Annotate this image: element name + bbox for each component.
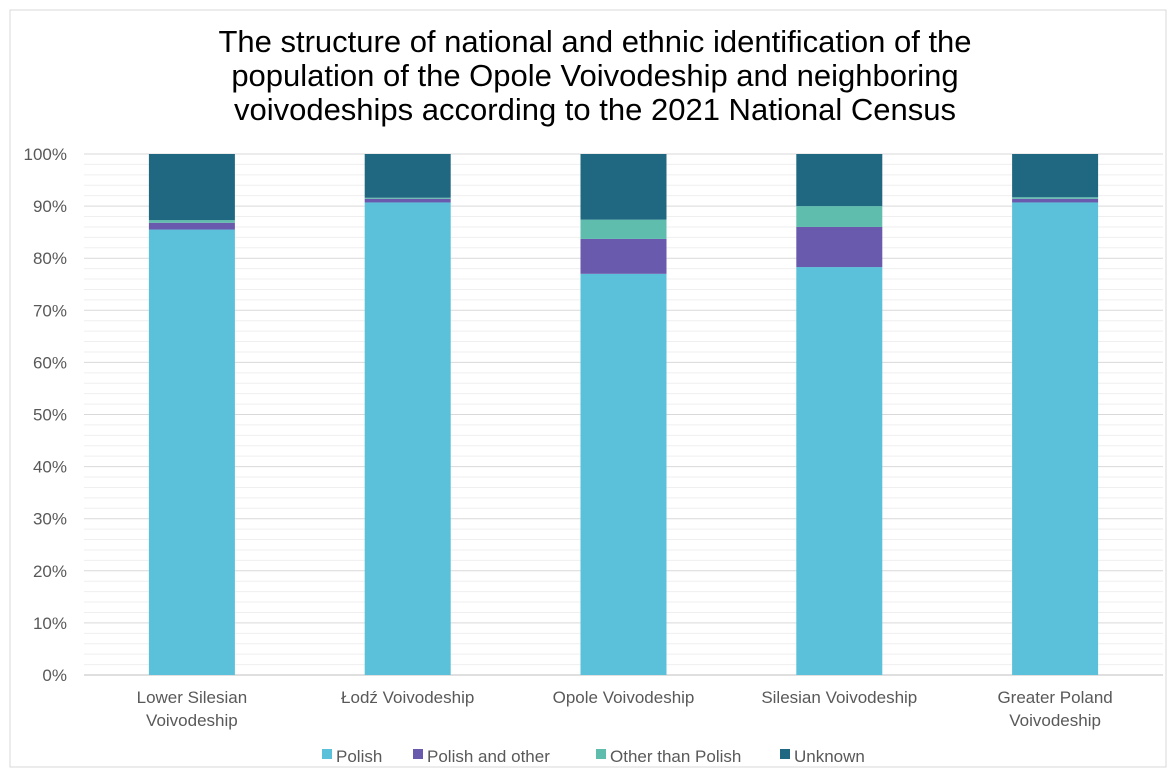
bar-segment-polish-and-other bbox=[1012, 198, 1099, 203]
x-category-label: Lower Silesian bbox=[137, 688, 248, 707]
bar-segment-unknown bbox=[148, 154, 235, 221]
y-tick-label: 70% bbox=[33, 301, 67, 320]
legend-label: Polish bbox=[336, 747, 382, 766]
y-tick-label: 100% bbox=[24, 145, 67, 164]
y-tick-label: 90% bbox=[33, 197, 67, 216]
x-category-label: Voivodeship bbox=[146, 711, 238, 730]
title-line: The structure of national and ethnic ide… bbox=[218, 24, 971, 59]
x-category-label: Opole Voivodeship bbox=[553, 688, 695, 707]
bar-segment-polish-and-other bbox=[148, 222, 235, 230]
title-line: voivodeships according to the 2021 Natio… bbox=[234, 92, 956, 127]
bar-segment-polish bbox=[580, 273, 667, 675]
x-category-label: Łodź Voivodeship bbox=[341, 688, 474, 707]
bar-segment-other-than-polish bbox=[1012, 197, 1099, 199]
bar-segment-other-than-polish bbox=[148, 220, 235, 223]
bar-segment-polish-and-other bbox=[796, 226, 883, 268]
y-tick-label: 0% bbox=[42, 666, 67, 685]
y-axis-ticks: 0% 10% 20% 30% 40% 50% 60% 70% 80% 90% 100% bbox=[24, 145, 67, 685]
bar-segment-unknown bbox=[1012, 154, 1099, 198]
bar-segment-polish-and-other bbox=[580, 238, 667, 274]
bar-segment-polish bbox=[148, 229, 235, 676]
x-category-label: Voivodeship bbox=[1009, 711, 1101, 730]
y-tick-label: 30% bbox=[33, 510, 67, 529]
legend-label: Polish and other bbox=[427, 747, 550, 766]
y-tick-label: 50% bbox=[33, 406, 67, 425]
chart-title: The structure of national and ethnic ide… bbox=[218, 24, 971, 127]
bar-segment-unknown bbox=[364, 154, 451, 198]
bar-segment-polish bbox=[796, 267, 883, 675]
y-tick-label: 10% bbox=[33, 614, 67, 633]
x-category-label: Silesian Voivodeship bbox=[761, 688, 917, 707]
bar-segment-other-than-polish bbox=[580, 219, 667, 239]
legend-swatch bbox=[596, 749, 606, 759]
y-tick-label: 80% bbox=[33, 249, 67, 268]
bar-segment-unknown bbox=[580, 154, 667, 220]
legend-swatch bbox=[322, 749, 332, 759]
legend-label: Unknown bbox=[794, 747, 865, 766]
y-tick-label: 20% bbox=[33, 562, 67, 581]
bar-segment-other-than-polish bbox=[364, 197, 451, 199]
bar-segment-other-than-polish bbox=[796, 206, 883, 227]
bar-segment-unknown bbox=[796, 154, 883, 207]
x-axis-labels: Lower Silesian Voivodeship Łodź Voivodeshi… bbox=[137, 688, 1113, 730]
y-tick-label: 60% bbox=[33, 353, 67, 372]
y-tick-label: 40% bbox=[33, 458, 67, 477]
bar-segment-polish-and-other bbox=[364, 198, 451, 203]
legend-swatch bbox=[780, 749, 790, 759]
legend: Polish Polish and other Other than Polish U… bbox=[322, 747, 865, 766]
chart-border bbox=[9, 9, 1167, 768]
bars bbox=[148, 154, 1099, 676]
x-category-label: Greater Poland bbox=[997, 688, 1112, 707]
bar-segment-polish bbox=[1012, 202, 1099, 675]
bar-segment-polish bbox=[364, 202, 451, 675]
legend-label: Other than Polish bbox=[610, 747, 741, 766]
title-line: population of the Opole Voivodeship and … bbox=[231, 58, 958, 93]
legend-swatch bbox=[413, 749, 423, 759]
